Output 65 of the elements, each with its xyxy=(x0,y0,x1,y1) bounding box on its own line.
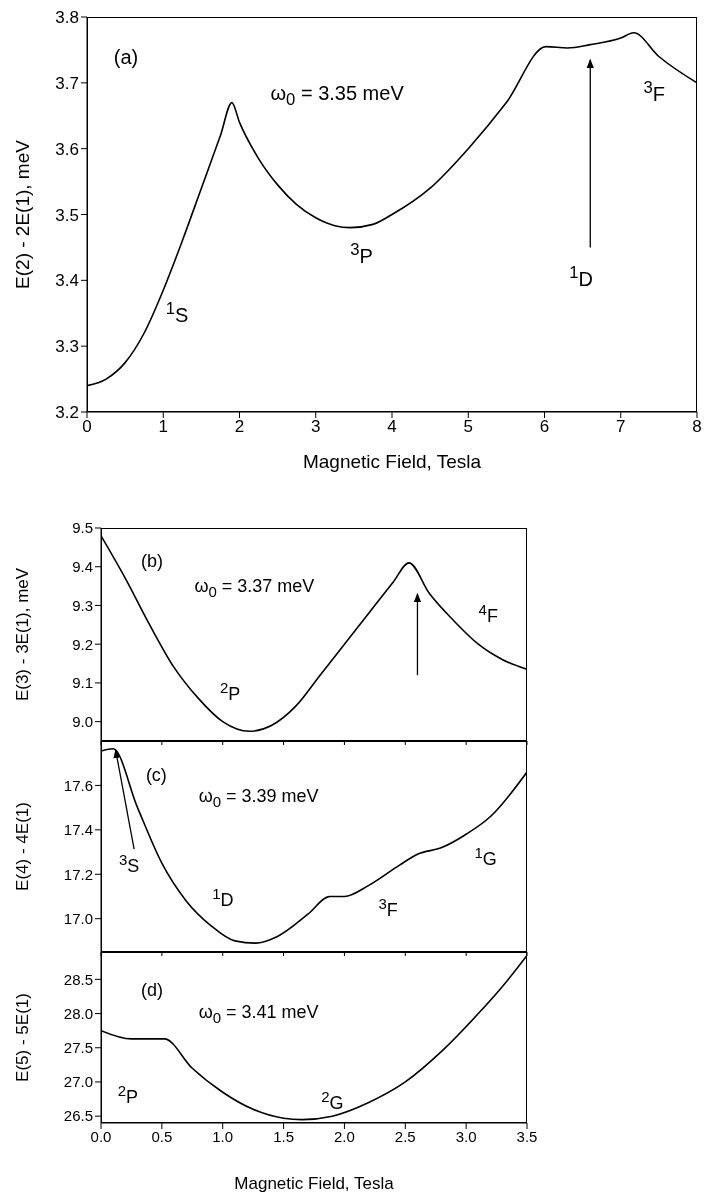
y-axis-title: E(5) - 5E(1) xyxy=(13,993,33,1082)
x-tick-label: 0.5 xyxy=(151,1127,173,1145)
annotation: $^{1}$D xyxy=(569,263,593,290)
x-tick-label: 2.0 xyxy=(334,1127,355,1145)
x-tick-label: 5 xyxy=(463,417,473,437)
x-tick-label: 3.5 xyxy=(516,1127,538,1145)
x-tick-label: 3.0 xyxy=(455,1127,477,1145)
annotation: ω$_{0}$ = 3.35 meV xyxy=(270,82,404,110)
y-tick-label: 27.0 xyxy=(63,1073,93,1091)
x-tick-label: 3 xyxy=(311,417,321,437)
y-axis-title: E(3) - 3E(1), meV xyxy=(13,567,33,702)
x-tick-label: 1 xyxy=(158,417,168,437)
annotation: ω$_{0}$ = 3.41 meV xyxy=(198,1001,319,1026)
x-tick-label: 1.0 xyxy=(212,1127,234,1145)
y-tick-label: 26.5 xyxy=(63,1107,93,1125)
y-tick-label: 3.3 xyxy=(55,337,79,357)
y-axis-title: E(4) - 4E(1) xyxy=(13,802,33,891)
annotation: $^{3}$F xyxy=(643,78,666,105)
x-tick-label: 0.0 xyxy=(90,1127,112,1145)
y-tick-label: 3.8 xyxy=(55,8,79,28)
y-tick-label: 9.0 xyxy=(72,712,93,730)
y-tick-label: 3.4 xyxy=(55,271,79,291)
y-tick-label: 9.4 xyxy=(72,558,93,576)
annotation: $^{4}$F xyxy=(478,600,498,626)
x-axis-title: Magnetic Field, Tesla xyxy=(234,1174,395,1193)
y-tick-label: 3.2 xyxy=(55,403,79,423)
x-tick-label: 1.5 xyxy=(273,1127,294,1145)
x-tick-label: 7 xyxy=(616,417,626,437)
y-tick-label: 3.5 xyxy=(55,205,79,225)
y-tick-label: 9.2 xyxy=(72,635,93,653)
y-tick-label: 3.6 xyxy=(55,139,79,159)
annotation: $^{3}$P xyxy=(350,240,373,267)
y-tick-label: 9.5 xyxy=(72,519,93,537)
x-tick-label: 4 xyxy=(387,417,397,437)
annotation: (c) xyxy=(145,764,167,785)
y-tick-label: 9.3 xyxy=(72,596,93,614)
annotation: $^{3}$S xyxy=(118,850,140,876)
annotation: $^{2}$P xyxy=(219,678,241,704)
y-tick-label: 3.7 xyxy=(55,73,79,93)
annotation: $^{1}$G xyxy=(474,843,497,869)
annotation: $^{2}$G xyxy=(321,1087,344,1113)
x-tick-label: 2.5 xyxy=(394,1127,416,1145)
annotation: (a) xyxy=(113,45,139,68)
annotation: (b) xyxy=(141,551,164,571)
x-tick-label: 2 xyxy=(234,417,245,437)
annotation: $^{1}$S xyxy=(165,299,189,327)
y-tick-label: 17.6 xyxy=(63,776,93,794)
y-tick-label: 17.4 xyxy=(63,821,93,839)
y-tick-label: 27.5 xyxy=(63,1039,93,1057)
annotation: $^{3}$F xyxy=(378,894,398,920)
x-tick-label: 6 xyxy=(539,417,550,437)
x-tick-label: 8 xyxy=(692,417,702,437)
x-axis-title: Magnetic Field, Tesla xyxy=(302,451,482,472)
y-tick-label: 17.0 xyxy=(63,910,93,928)
y-tick-label: 28.0 xyxy=(63,1004,93,1022)
annotation: (d) xyxy=(141,979,164,1000)
y-axis-title: E(2) - 2E(1), meV xyxy=(11,139,33,289)
annotation: ω$_{0}$ = 3.39 meV xyxy=(198,786,319,810)
y-tick-label: 28.5 xyxy=(63,970,93,988)
annotation: ω$_{0}$ = 3.37 meV xyxy=(194,575,315,600)
y-tick-label: 9.1 xyxy=(72,674,93,692)
x-tick-label: 0 xyxy=(82,417,92,437)
annotation: $^{2}$P xyxy=(117,1081,139,1107)
y-tick-label: 17.2 xyxy=(63,865,93,883)
annotation: $^{1}$D xyxy=(212,884,234,909)
